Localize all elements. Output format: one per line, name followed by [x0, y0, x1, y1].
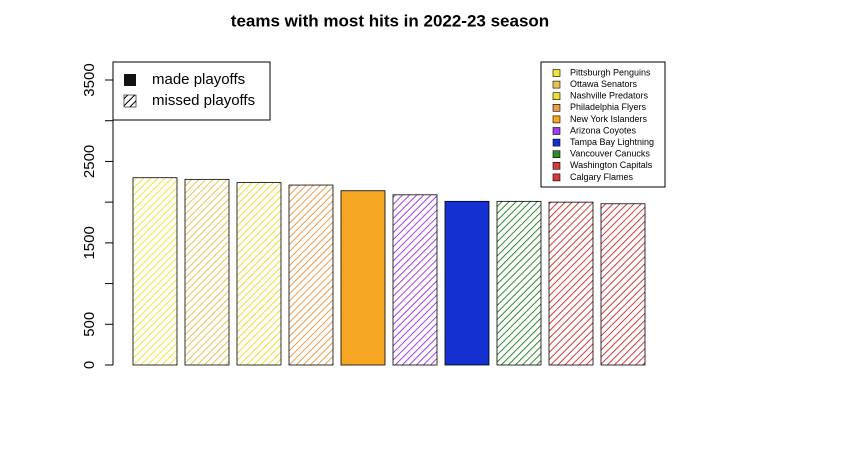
y-tick-label: 0 — [81, 361, 98, 369]
legend-swatch — [552, 138, 561, 147]
legend-swatch — [552, 80, 561, 89]
bar — [496, 200, 542, 366]
legend-swatch — [552, 162, 561, 170]
legend-label: Washington Capitals — [570, 160, 653, 170]
legend-label: made playoffs — [152, 71, 245, 88]
bar — [184, 178, 230, 366]
bar — [340, 190, 386, 366]
legend-label: Philadelphia Flyers — [570, 102, 647, 112]
legend-swatch — [552, 104, 561, 112]
legend-swatch — [552, 127, 561, 135]
legend-label: Ottawa Senators — [570, 79, 638, 89]
playoff-legend — [112, 61, 271, 121]
legend-label: Calgary Flames — [570, 172, 634, 182]
y-tick-label: 500 — [81, 312, 98, 337]
bar — [444, 200, 490, 366]
chart-title: teams with most hits in 2022-23 season — [231, 11, 549, 30]
legend-swatch — [552, 69, 561, 77]
legend-label: Vancouver Canucks — [570, 149, 650, 159]
bar — [236, 182, 282, 366]
legend-swatch — [552, 115, 561, 124]
bar — [132, 177, 178, 366]
legend-label: Pittsburgh Penguins — [570, 67, 651, 77]
legend-swatch — [552, 173, 561, 182]
bar — [600, 203, 646, 366]
legend-label: Nashville Predators — [570, 91, 649, 101]
legend-label: missed playoffs — [152, 92, 255, 109]
legend-label: Tampa Bay Lightning — [570, 137, 654, 147]
y-tick-label: 1500 — [81, 226, 98, 259]
legend-label: Arizona Coyotes — [570, 125, 637, 135]
legend-swatch — [552, 150, 561, 158]
legend-swatch — [124, 74, 136, 86]
bar — [548, 201, 594, 366]
team-legend — [540, 61, 666, 188]
legend-swatch — [123, 94, 137, 108]
y-tick-label: 3500 — [81, 63, 98, 96]
y-tick-label: 2500 — [81, 145, 98, 178]
legend-swatch — [552, 92, 561, 100]
bar — [288, 184, 334, 366]
bar — [392, 194, 438, 366]
legend-label: New York Islanders — [570, 114, 648, 124]
